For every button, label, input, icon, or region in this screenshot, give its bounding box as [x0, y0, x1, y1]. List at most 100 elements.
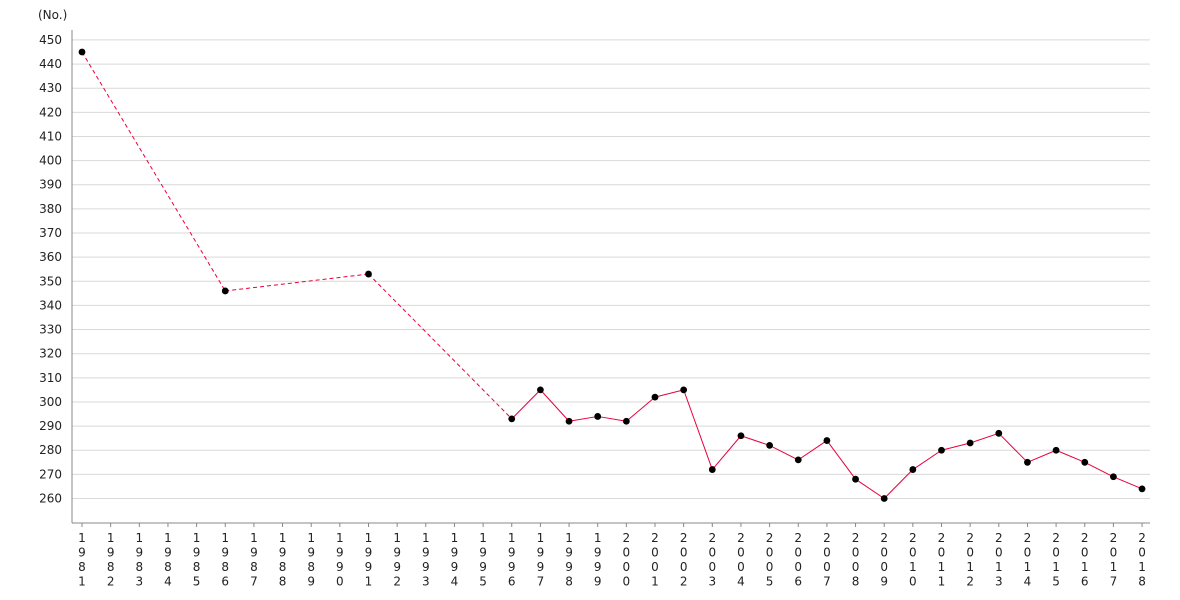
y-tick-label: 290	[39, 419, 62, 433]
data-point-2010	[909, 466, 917, 473]
y-tick-label: 330	[39, 323, 62, 337]
data-point-2018	[1138, 485, 1146, 493]
y-tick-label: 420	[39, 105, 62, 119]
series-line-segment	[1113, 476, 1143, 490]
data-point-1991	[365, 270, 372, 278]
data-point-2015	[1052, 446, 1060, 454]
series-line-segment	[740, 435, 770, 446]
y-tick-label: 300	[39, 395, 62, 409]
series-line-segment	[1084, 461, 1114, 478]
data-point-2012	[966, 439, 974, 447]
y-tick-label: 400	[39, 154, 62, 168]
data-point-1981	[78, 48, 86, 56]
y-tick-label: 360	[39, 250, 62, 264]
series-line-segment	[540, 389, 570, 422]
series-gap-segment	[81, 51, 226, 292]
series-line-segment	[711, 435, 742, 470]
data-point-2000	[622, 417, 630, 425]
data-point-2011	[938, 446, 945, 454]
y-tick-label: 440	[39, 57, 62, 71]
data-point-2017	[1110, 473, 1117, 481]
series-line-segment	[998, 432, 1028, 463]
data-points	[78, 48, 1146, 502]
series-line-segment	[654, 389, 684, 398]
series-line-segment	[826, 440, 856, 480]
y-tick-label: 320	[39, 347, 62, 361]
series-line-segment	[769, 444, 799, 461]
data-point-2005	[766, 442, 773, 449]
data-point-1986	[221, 287, 229, 295]
series-line-segment	[626, 396, 656, 422]
data-point-2007	[823, 437, 831, 444]
data-point-2013	[995, 429, 1003, 437]
series-line-segment	[969, 432, 999, 444]
data-point-2003	[708, 466, 716, 473]
data-point-1998	[565, 417, 573, 425]
series-line-segment	[912, 449, 942, 470]
y-tick-label: 370	[39, 226, 62, 240]
data-point-2014	[1024, 458, 1031, 466]
y-tick-label: 430	[39, 81, 62, 95]
data-point-2008	[852, 475, 859, 483]
data-point-1996	[508, 415, 516, 423]
data-point-2004	[737, 432, 745, 440]
series-line-segment	[568, 415, 598, 422]
y-tick-label: 450	[39, 33, 62, 47]
data-point-2006	[794, 456, 802, 464]
series-gap-segment	[368, 273, 513, 420]
y-tick-label: 310	[39, 371, 62, 385]
series-line-segment	[511, 389, 541, 420]
series-gap-segment	[225, 273, 369, 292]
series-line-segment	[1027, 449, 1057, 463]
axes	[71, 30, 1150, 527]
y-tick-label: 260	[39, 492, 62, 506]
data-point-1997	[537, 386, 544, 394]
y-tick-label: 350	[39, 274, 62, 288]
x-tick-labels: 1 9 8 1 1 9 8 2 1 9 8 3 1 9 8 4 1 9 8 5 1 9 8 6 1 9 8 7 1 9 8 8 1 9 8 9 1 9 9 0…	[78, 531, 1146, 589]
series-line-segment	[1055, 449, 1085, 463]
y-tick-label: 380	[39, 202, 62, 216]
data-point-2009	[880, 495, 888, 502]
y-tick-label: 270	[39, 467, 62, 481]
series-line-segment	[855, 478, 885, 499]
gridlines	[72, 39, 1150, 499]
series-line-segment	[797, 440, 828, 461]
data-point-2001	[651, 393, 659, 401]
y-tick-label: 280	[39, 443, 62, 457]
series-line-segment	[597, 415, 627, 422]
